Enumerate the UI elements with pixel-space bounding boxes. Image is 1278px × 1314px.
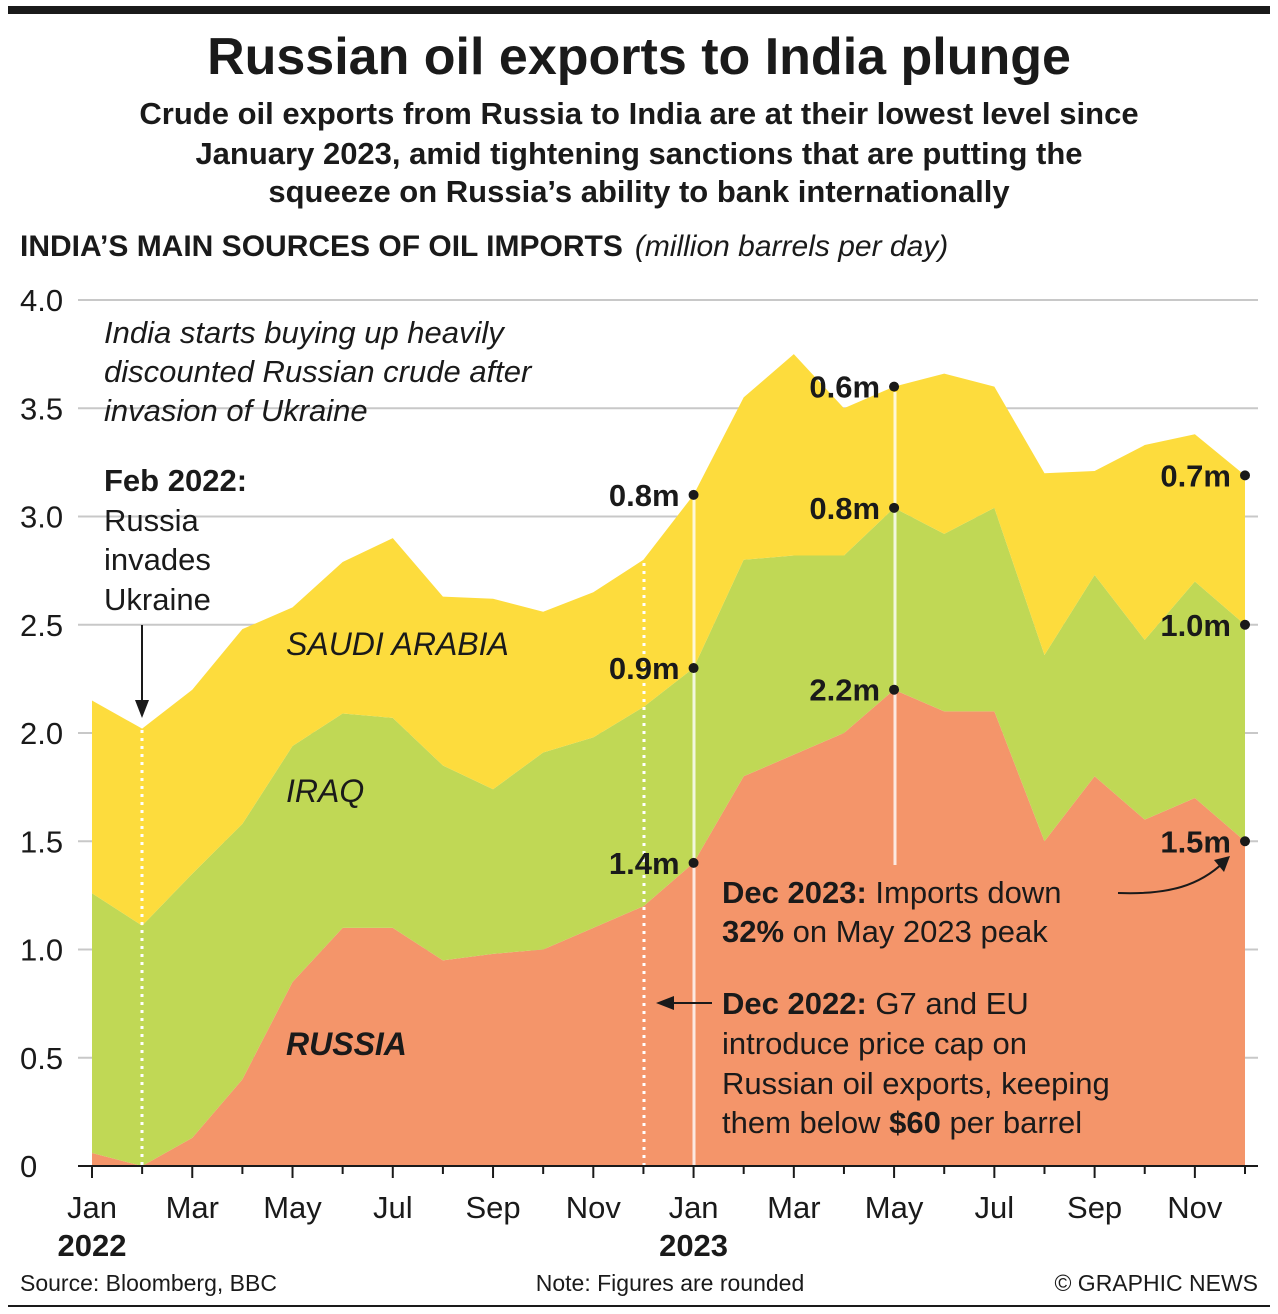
subtitle-line-2: January 2023, amid tightening sanctions … [195, 136, 1082, 171]
dec2022-last-b: $60 [889, 1105, 941, 1140]
x-tick-label: Sep [465, 1190, 520, 1225]
dec2023-arrow [1117, 861, 1225, 895]
dec2023-rest: Imports down [867, 875, 1062, 910]
dec2022-bold: Dec 2022: [722, 986, 867, 1021]
y-tick-label: 2.0 [20, 716, 63, 751]
data-point-label: 2.2m [809, 673, 880, 708]
point-labels: 0.8m 0.9m 1.4m 0.6m 0.8m 2.2m 0.7m 1.0m 1.5m [609, 370, 1250, 881]
top-rule [8, 6, 1270, 14]
data-point-dot [1240, 836, 1250, 847]
y-tick-label: 3.0 [20, 500, 63, 535]
data-point-dot [688, 663, 699, 674]
footer-note: Note: Figures are rounded [536, 1270, 805, 1296]
annotation-feb2022-title: Feb 2022: [104, 463, 247, 498]
y-tick-label: 0 [20, 1149, 37, 1184]
arrow-down-icon [135, 700, 149, 718]
area-saudi-arabia [92, 354, 1245, 926]
dec2023-bold: Dec 2023: [722, 875, 867, 910]
data-point-dot [1240, 470, 1250, 481]
data-point-dot [688, 857, 699, 868]
chart-title: Russian oil exports to India plunge [207, 28, 1071, 86]
annotation-feb2022-1: Russia [104, 503, 200, 538]
annotation-india-buys-2: discounted Russian crude after [104, 354, 533, 389]
dec2022-last-a: them below [722, 1105, 889, 1140]
annotation-india-buys-1: India starts buying up heavily [104, 315, 506, 350]
x-tick-label: Jul [373, 1190, 413, 1225]
x-tick-label: Nov [1167, 1190, 1223, 1225]
annotation-dec2023-line2: 32% on May 2023 peak [722, 914, 1048, 949]
dec2023-pct: 32% [722, 914, 784, 949]
x-tick-label: Jan [67, 1190, 117, 1225]
x-tick-label: Jul [975, 1190, 1015, 1225]
data-point-dot [889, 684, 900, 695]
annotation-dec2022-line4: them below $60 per barrel [722, 1105, 1082, 1140]
x-tick-label: Sep [1067, 1190, 1122, 1225]
arrow-left-icon [656, 996, 674, 1010]
x-tick-label: Nov [566, 1190, 622, 1225]
data-point-label: 0.9m [609, 651, 680, 686]
data-point-label: 0.8m [609, 478, 680, 513]
footer-credit: © GRAPHIC NEWS [1054, 1270, 1258, 1296]
x-tick-label: Mar [166, 1190, 219, 1225]
x-tick-label: Mar [767, 1190, 820, 1225]
x-tick-label: Jan [669, 1190, 719, 1225]
data-point-label: 1.5m [1160, 824, 1231, 859]
section-units: (million barrels per day) [635, 230, 948, 263]
data-point-dot [889, 502, 900, 513]
data-point-label: 1.0m [1160, 608, 1231, 643]
stacked-areas [92, 354, 1245, 1167]
series-label-russia: RUSSIA [286, 1026, 407, 1062]
y-tick-label: 0.5 [20, 1041, 63, 1076]
arrow-icon [1214, 856, 1230, 872]
data-point-dot [889, 381, 900, 392]
data-point-label: 0.8m [809, 491, 880, 526]
data-point-dot [1240, 619, 1250, 630]
y-tick-label: 3.5 [20, 391, 63, 426]
year-label: 2023 [659, 1228, 728, 1263]
section-heading: INDIA’S MAIN SOURCES OF OIL IMPORTS (mill… [20, 230, 948, 263]
y-tick-label: 1.0 [20, 933, 63, 968]
data-point-label: 0.7m [1160, 458, 1231, 493]
data-point-label: 1.4m [609, 846, 680, 881]
annotation-feb2022-2: invades [104, 542, 211, 577]
x-axis-ticks: Jan Mar May Jul Sep Nov Jan Mar May Jul Sep Nov 2022… [58, 1166, 1246, 1263]
year-label: 2022 [58, 1228, 127, 1263]
annotation-feb2022-3: Ukraine [104, 582, 211, 617]
dec2022-last-c: per barrel [941, 1105, 1082, 1140]
annotation-dec2023-line1: Dec 2023: Imports down [722, 875, 1061, 910]
annotation-dec2022-line3: Russian oil exports, keeping [722, 1066, 1110, 1101]
section-heading-text: INDIA’S MAIN SOURCES OF OIL IMPORTS [20, 230, 623, 263]
y-tick-label: 2.5 [20, 608, 63, 643]
dec2022-rest: G7 and EU [867, 986, 1029, 1021]
annotation-india-buys-3: invasion of Ukraine [104, 393, 368, 428]
series-label-iraq: IRAQ [286, 773, 364, 809]
area-iraq [92, 507, 1245, 1167]
area-russia [92, 689, 1245, 1166]
annotation-dec2022-line2: introduce price cap on [722, 1026, 1027, 1061]
y-tick-label: 4.0 [20, 283, 63, 318]
x-tick-label: May [263, 1190, 322, 1225]
subtitle-line-1: Crude oil exports from Russia to India a… [139, 96, 1138, 131]
y-axis-ticks: 0 0.5 1.0 1.5 2.0 2.5 3.0 3.5 4.0 [20, 283, 63, 1184]
series-label-saudi: SAUDI ARABIA [286, 626, 509, 662]
footer-source: Source: Bloomberg, BBC [20, 1270, 277, 1296]
x-tick-label: May [865, 1190, 924, 1225]
subtitle-line-3: squeeze on Russia’s ability to bank inte… [268, 174, 1010, 209]
y-tick-label: 1.5 [20, 824, 63, 859]
annotation-dec2022-line1: Dec 2022: G7 and EU [722, 986, 1029, 1021]
dec2023-rest2: on May 2023 peak [784, 914, 1048, 949]
data-point-dot [688, 489, 699, 500]
data-point-label: 0.6m [809, 370, 880, 405]
